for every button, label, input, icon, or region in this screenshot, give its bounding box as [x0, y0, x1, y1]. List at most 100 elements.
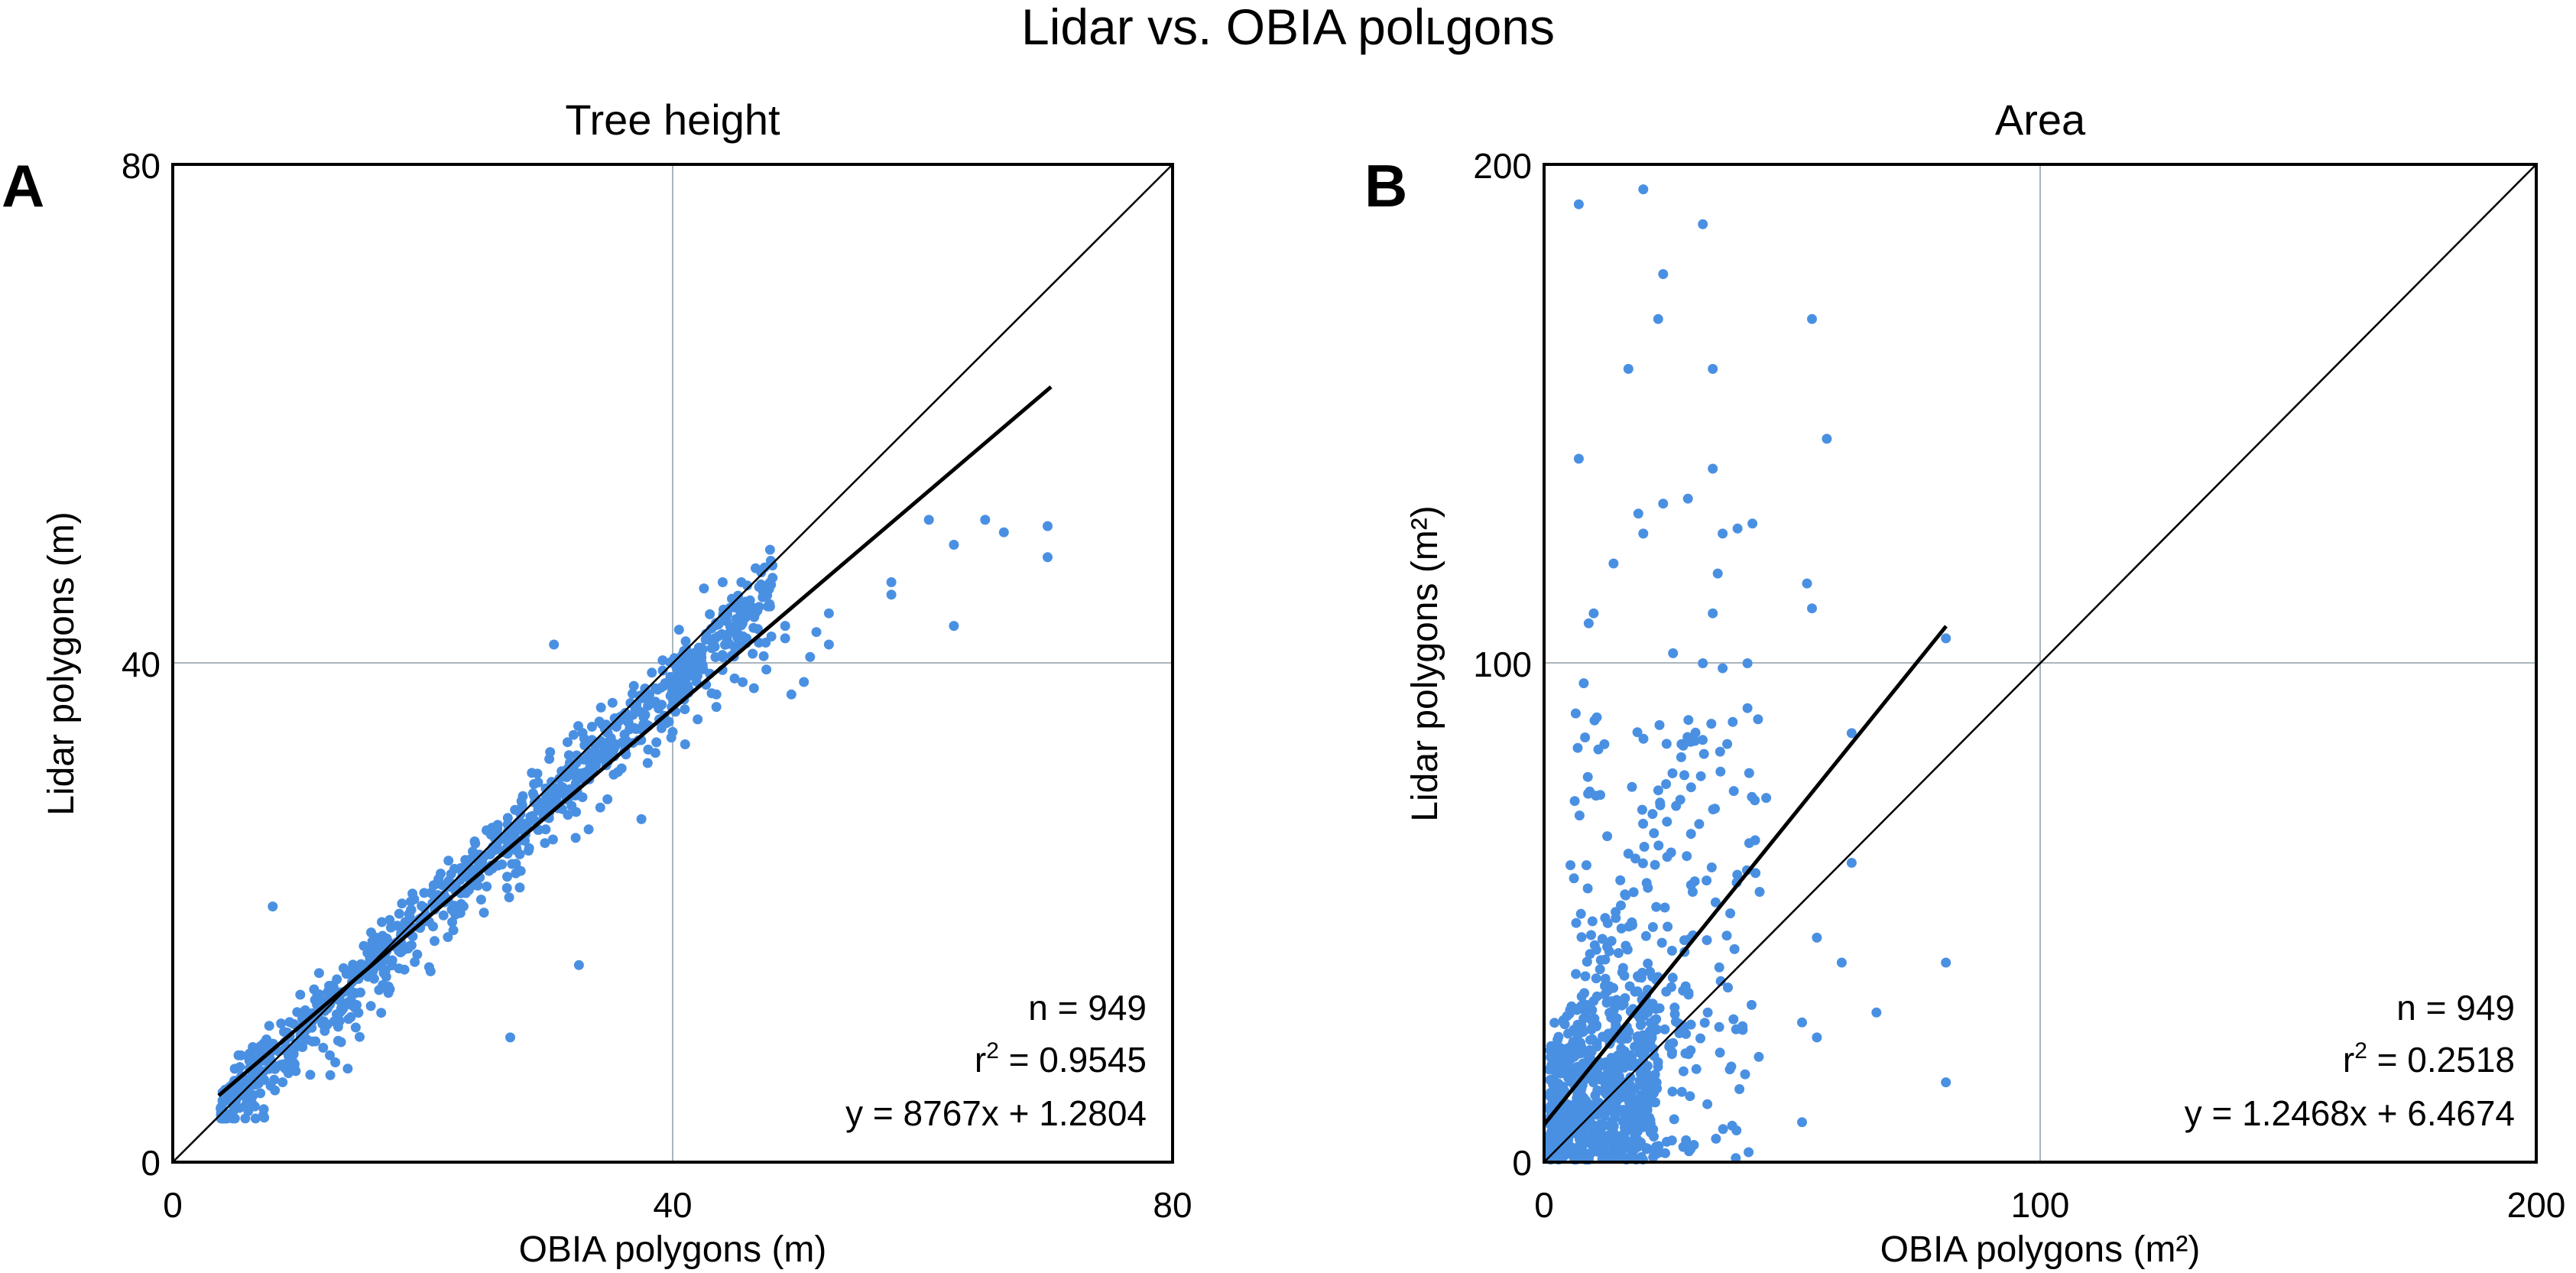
panel-b-point	[1602, 941, 1612, 952]
panel-b-point	[1573, 453, 1584, 464]
panel-a-point	[563, 737, 573, 748]
panel-a-point	[320, 1025, 330, 1036]
panel-a-point	[628, 680, 639, 691]
panel-a-point	[647, 667, 657, 678]
panel-b-point	[1678, 1066, 1689, 1077]
panel-a-point	[355, 959, 366, 969]
panel-a-point	[482, 882, 492, 891]
panel-b-point	[1637, 1118, 1648, 1128]
panel-b-point	[1761, 793, 1772, 804]
panel-a-point	[1043, 521, 1053, 531]
panel-a-point	[515, 865, 526, 876]
panel-b-point	[1698, 749, 1709, 759]
panel-a-point	[245, 1089, 255, 1099]
panel-b-point	[1544, 1064, 1555, 1075]
panel-a-point	[583, 824, 594, 835]
panel-b-point	[1589, 715, 1600, 726]
panel-b-point	[1601, 998, 1612, 1008]
panel-b-stat-equation: y = 1.2468x + 6.4674	[2185, 1093, 2515, 1133]
panel-b-point	[1559, 1115, 1570, 1125]
panel-a-point	[622, 716, 633, 727]
panel-b-point	[1647, 922, 1658, 932]
panel-a-point	[669, 675, 680, 686]
panel-a-point	[423, 962, 434, 973]
panel-b-point	[1646, 1032, 1657, 1043]
panel-b-point	[1635, 1096, 1646, 1106]
panel-b-point	[1728, 1014, 1739, 1025]
panel-b-point	[1685, 1091, 1695, 1102]
panel-b-point	[1797, 1117, 1807, 1128]
panel-b-point	[1605, 1074, 1616, 1085]
panel-a-point	[754, 582, 764, 593]
panel-b-point	[1587, 916, 1598, 927]
panel-a-point	[638, 719, 649, 729]
panel-b-point	[1544, 1135, 1555, 1146]
panel-a-point	[532, 768, 543, 779]
panel-a-point	[764, 544, 775, 555]
panel-b-point	[1621, 940, 1631, 951]
panel-b-point	[1638, 733, 1649, 744]
panel-b-point	[1656, 937, 1667, 948]
panel-a-point	[923, 515, 934, 525]
panel-b-point	[1602, 1063, 1613, 1073]
panel-b-point	[1750, 835, 1760, 846]
panel-a-point	[510, 804, 521, 815]
panel-b-point	[1682, 493, 1693, 504]
panel-b-point	[1708, 608, 1718, 619]
panel-b-point	[1637, 858, 1648, 869]
panel-b-point	[1679, 770, 1689, 781]
panel-b-point	[1623, 849, 1634, 859]
panel-a-point	[686, 661, 697, 672]
panel-a-point	[318, 1042, 329, 1053]
panel-b-point	[1753, 714, 1763, 725]
panel-a-ytick-80: 80	[122, 146, 161, 186]
panel-a-point	[725, 602, 735, 613]
panel-b-point	[1836, 957, 1847, 968]
panel-b-point	[1572, 1093, 1582, 1103]
panel-b-point	[1619, 970, 1630, 981]
panel-b-point	[1668, 648, 1679, 658]
panel-b-point	[1648, 1044, 1659, 1054]
panel-b-point	[1742, 658, 1753, 668]
panel-b-point	[1627, 781, 1637, 792]
panel-b-point	[1732, 523, 1743, 534]
panel-b-point	[1687, 887, 1698, 897]
panel-b-point	[1871, 1007, 1882, 1018]
panel-b-point	[1642, 1105, 1653, 1115]
panel-b-point	[1624, 1142, 1634, 1153]
panel-b-point	[1747, 791, 1757, 802]
panel-a-point	[529, 779, 540, 789]
panel-a-point	[342, 1064, 353, 1074]
panel-a-point	[348, 960, 358, 970]
panel-b-point	[1718, 663, 1728, 674]
panel-a-point	[738, 677, 748, 687]
panel-b-point	[1641, 878, 1652, 888]
panel-b-point	[1725, 908, 1736, 919]
panel-b-point	[1559, 1051, 1570, 1062]
panel-a-point	[786, 689, 796, 700]
panel-a-point	[486, 847, 497, 858]
panel-a-point	[682, 680, 693, 691]
panel-b-point	[1728, 716, 1738, 727]
panel-b-point	[1724, 1064, 1735, 1075]
panel-a-point	[472, 880, 483, 891]
panel-b-point	[1632, 727, 1643, 738]
panel-b-point	[1694, 819, 1705, 830]
panel-letter-a: A	[2, 152, 44, 219]
panel-a-point	[384, 914, 395, 925]
panel-a-point	[699, 583, 709, 594]
panel-b-point	[1683, 715, 1694, 726]
panel-b-point	[1661, 739, 1672, 749]
panel-b-point	[1812, 1032, 1822, 1043]
panel-a-point	[332, 974, 342, 985]
panel-a-title: Tree height	[565, 96, 780, 144]
panel-b-point	[1546, 1042, 1557, 1052]
panel-b-point	[1941, 1077, 1951, 1088]
panel-a-point	[612, 767, 623, 778]
panel-b-plot-frame	[1543, 163, 2538, 1164]
panel-b-point	[1552, 1034, 1563, 1045]
panel-a-point	[547, 834, 558, 845]
figure-title: Lidar vs. OBIA polʟgons	[1021, 0, 1555, 55]
panel-b-point	[1667, 1086, 1678, 1097]
panel-b-reference-line	[1543, 164, 2537, 1163]
